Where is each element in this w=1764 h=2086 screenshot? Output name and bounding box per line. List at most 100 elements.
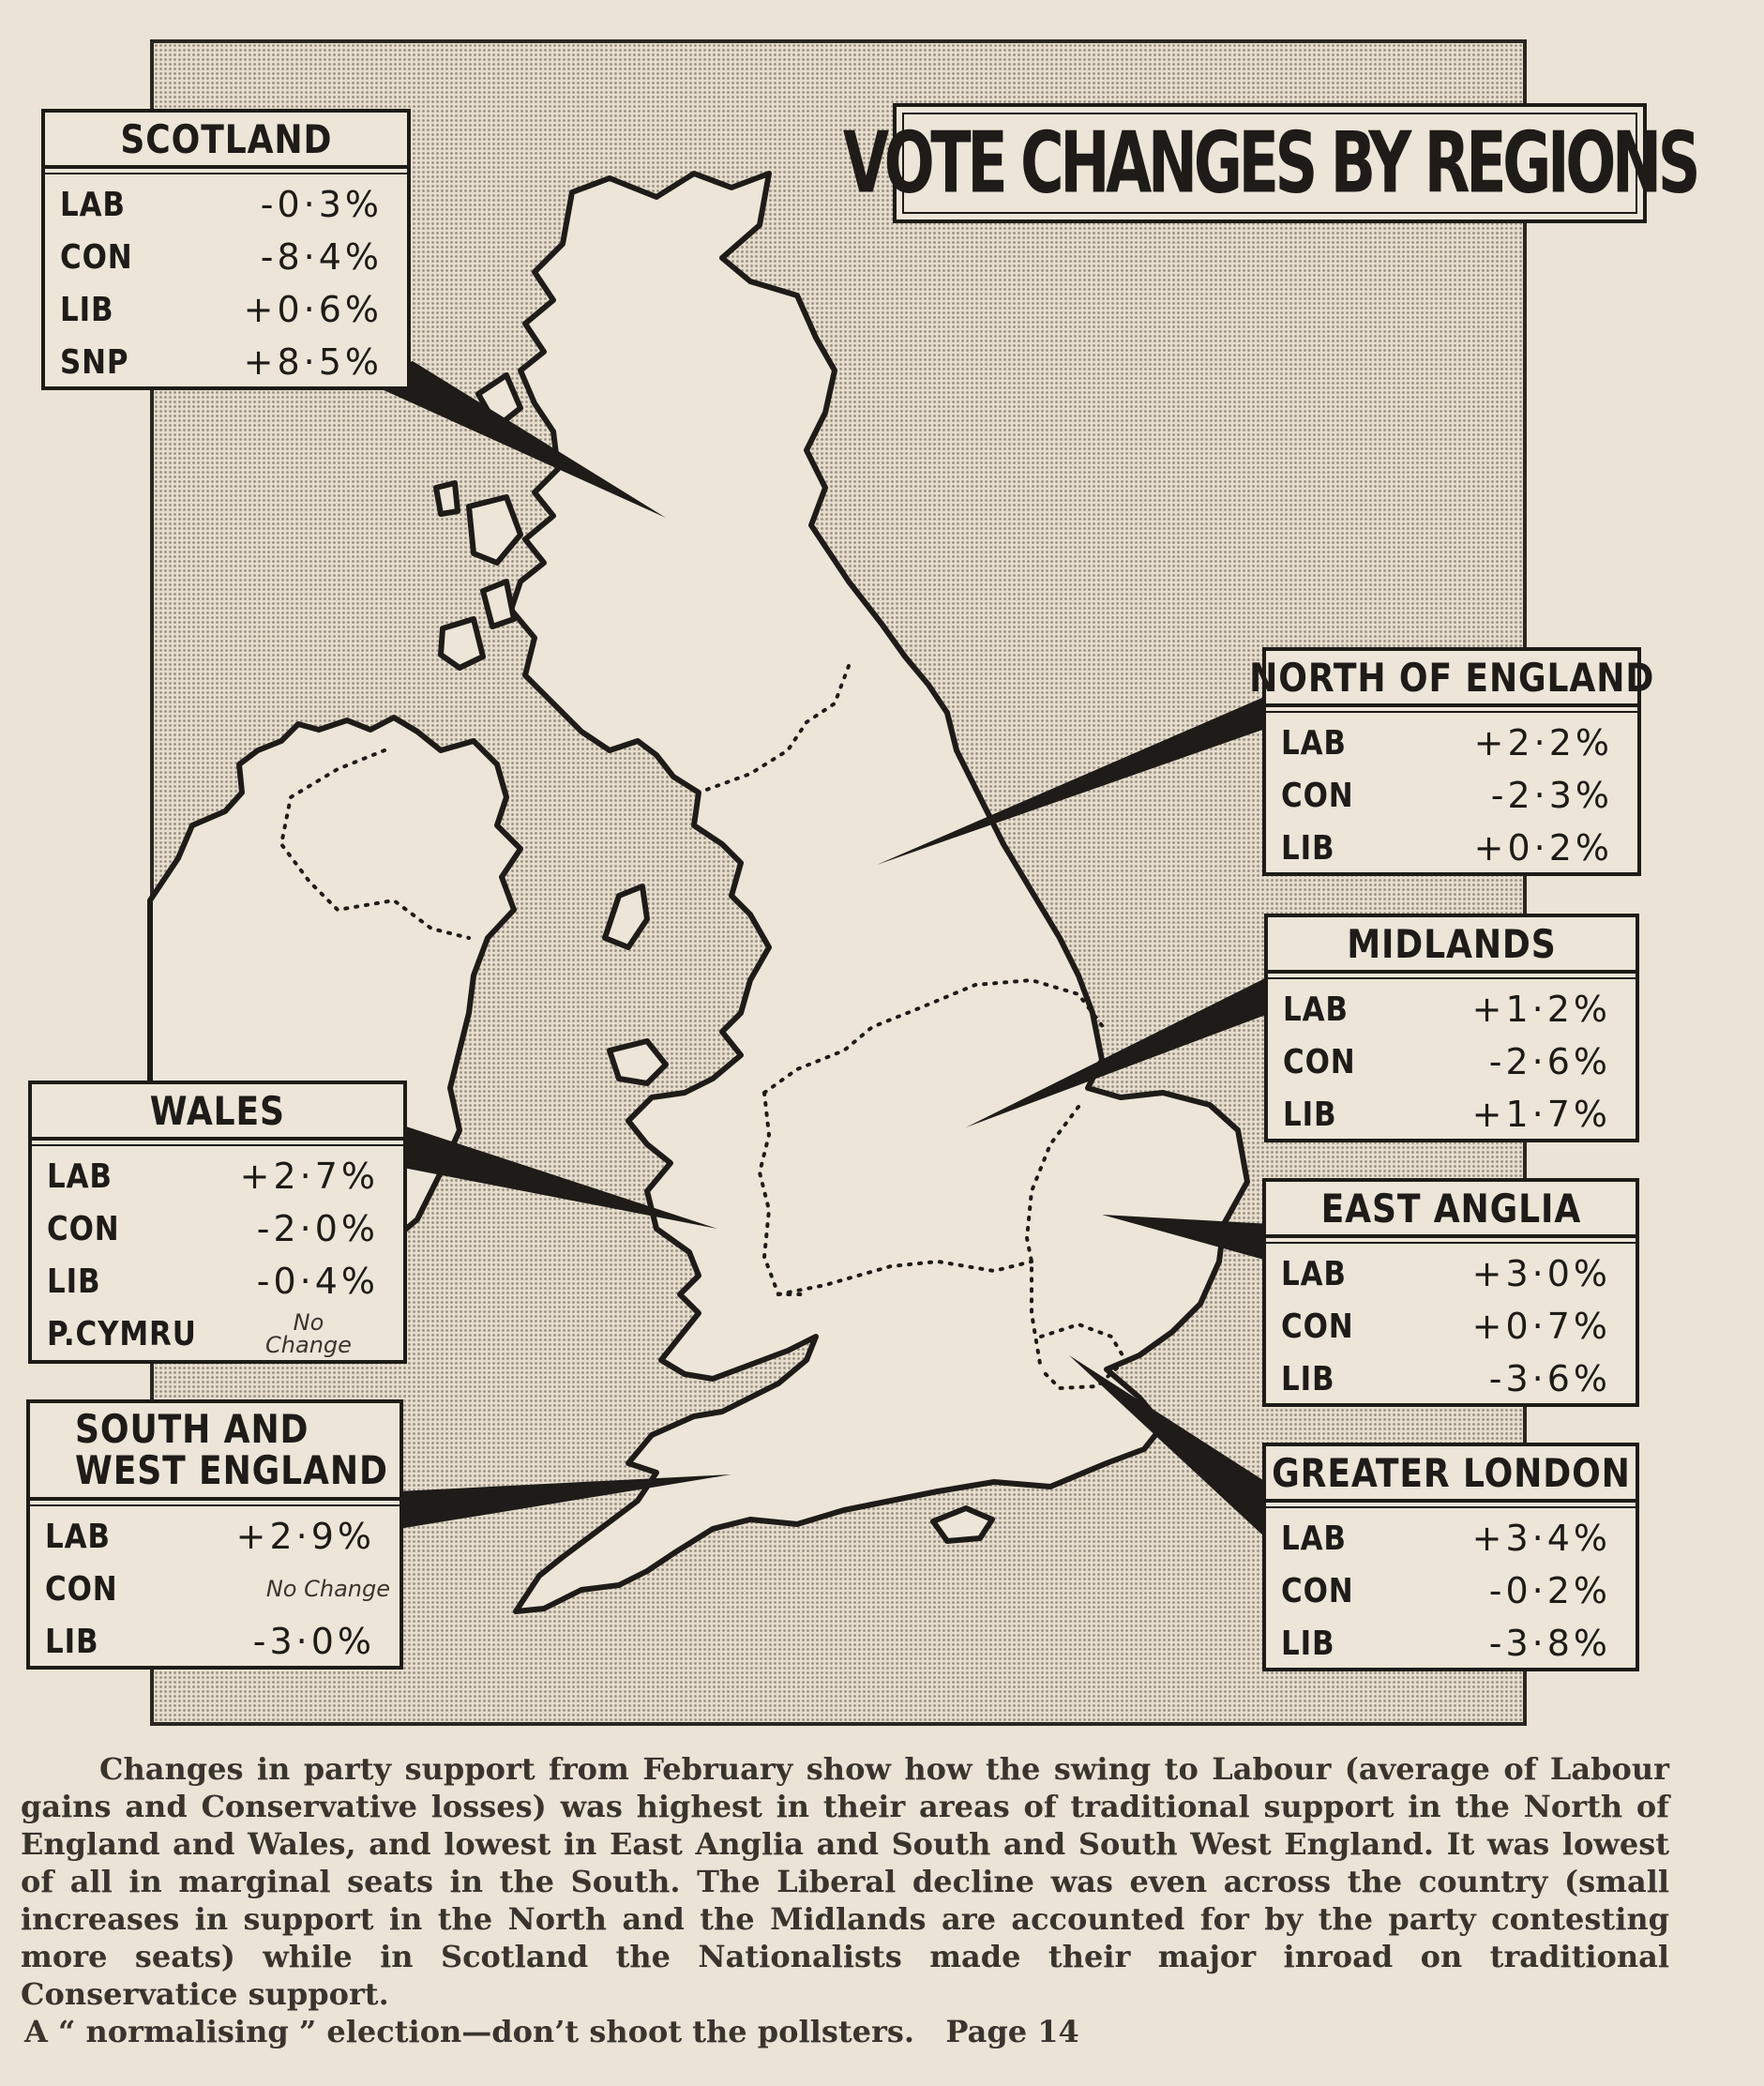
- scotland-england-border: [697, 664, 851, 794]
- north-midlands-border: [762, 977, 1108, 1095]
- row-scotland-lib: LIB +0·6%: [45, 283, 407, 336]
- party-label: LIB: [1283, 1095, 1337, 1134]
- row-midlands-lab: LAB +1·2%: [1268, 983, 1636, 1035]
- row-wales-con: CON -2·0%: [32, 1202, 403, 1255]
- vote-change: +3·0%: [1471, 1253, 1611, 1294]
- map-title: VOTE CHANGES BY REGIONS: [842, 113, 1701, 213]
- row-scotland-snp: SNP +8·5%: [45, 336, 407, 388]
- region-rows-scotland: LAB -0·3% CON -8·4% LIB +0·6% SNP +8·5%: [45, 174, 407, 388]
- row-scotland-lab: LAB -0·3%: [45, 178, 407, 231]
- party-label: CON: [60, 237, 133, 277]
- header-rule: [1268, 974, 1636, 979]
- vote-change: -3·0%: [252, 1621, 375, 1662]
- map-caption: Changes in party support from February s…: [21, 1751, 1669, 2012]
- hebrides-island-1: [438, 616, 486, 671]
- map-title-box: VOTE CHANGES BY REGIONS: [843, 103, 1701, 223]
- row-wales-pcymru: P.CYMRU No Change: [32, 1308, 403, 1360]
- party-label: LAB: [60, 185, 126, 224]
- region-header-north-of-england: NORTH OF ENGLAND: [1249, 651, 1653, 707]
- region-rows-south-west-england: LAB +2·9% CON No Change LIB -3·0%: [30, 1506, 400, 1668]
- region-box-south-west-england: SOUTH AND WEST ENGLAND LAB +2·9% CON No Ch…: [26, 1399, 403, 1670]
- midlands-south-border: [776, 1259, 1033, 1296]
- vote-change: +3·4%: [1471, 1518, 1611, 1559]
- isle-of-wight: [930, 1505, 995, 1544]
- party-label: LIB: [60, 290, 114, 329]
- region-box-north-of-england: NORTH OF ENGLAND LAB +2·2% CON -2·3% LIB +0…: [1249, 647, 1653, 876]
- region-header-wales: WALES: [32, 1084, 403, 1141]
- party-label: LAB: [1283, 990, 1349, 1029]
- vote-change: No Change: [265, 1309, 352, 1358]
- vote-change: +2·9%: [235, 1516, 375, 1557]
- row-east-anglia-con: CON +0·7%: [1266, 1300, 1636, 1353]
- party-label: LAB: [45, 1517, 111, 1556]
- london-border: [1039, 1322, 1128, 1391]
- party-label: LIB: [1281, 828, 1335, 868]
- region-header-greater-london: GREATER LONDON: [1266, 1446, 1636, 1503]
- vote-change: -2·0%: [256, 1208, 379, 1249]
- anglesey: [607, 1038, 669, 1086]
- vote-change: -8·4%: [260, 236, 383, 278]
- party-label: CON: [1283, 1042, 1356, 1081]
- party-label: LIB: [47, 1262, 101, 1301]
- row-london-lib: LIB -3·8%: [1266, 1617, 1636, 1670]
- vote-change: -0·3%: [260, 184, 383, 225]
- row-east-anglia-lab: LAB +3·0%: [1266, 1247, 1636, 1300]
- vote-change: -3·8%: [1488, 1623, 1611, 1664]
- midlands-pointer: [966, 975, 1271, 1127]
- header-rule: [32, 1141, 403, 1146]
- region-box-greater-london: GREATER LONDON LAB +3·4% CON -0·2% LIB -3·8…: [1262, 1443, 1639, 1671]
- vote-change: -0·2%: [1488, 1570, 1611, 1611]
- region-box-scotland: SCOTLAND LAB -0·3% CON -8·4% LIB +0·6% SNP +…: [41, 109, 411, 390]
- scotland-pointer: [361, 361, 666, 518]
- region-box-wales: WALES LAB +2·7% CON -2·0% LIB -0·4% P.CYMRU…: [28, 1081, 407, 1364]
- party-label: SNP: [60, 342, 129, 382]
- party-label: CON: [45, 1569, 118, 1609]
- region-header-south-west-england: SOUTH AND WEST ENGLAND: [30, 1403, 400, 1501]
- row-east-anglia-lib: LIB -3·6%: [1266, 1353, 1636, 1405]
- title-inner-border: [902, 113, 1637, 214]
- party-label: LIB: [1281, 1624, 1335, 1663]
- vote-change: -0·4%: [256, 1261, 379, 1302]
- row-wales-lib: LIB -0·4%: [32, 1255, 403, 1308]
- row-north-lib: LIB +0·2%: [1266, 822, 1637, 874]
- row-north-con: CON -2·3%: [1266, 769, 1637, 822]
- vote-change: -3·6%: [1488, 1358, 1611, 1399]
- region-rows-wales: LAB +2·7% CON -2·0% LIB -0·4% P.CYMRU No Cha…: [32, 1146, 403, 1360]
- hebrides-island-3: [466, 494, 523, 566]
- row-north-lab: LAB +2·2%: [1266, 717, 1637, 769]
- party-label: LAB: [1281, 1254, 1347, 1293]
- header-rule: [1266, 707, 1637, 713]
- hebrides-island-4: [433, 480, 460, 517]
- row-midlands-lib: LIB +1·7%: [1268, 1088, 1636, 1141]
- caption-footer: A “ normalising ” election—don’t shoot t…: [24, 2014, 1079, 2049]
- vote-change: +0·2%: [1473, 827, 1613, 869]
- hebrides-island-2: [480, 579, 517, 629]
- vote-change: +2·2%: [1473, 722, 1613, 763]
- party-label: LAB: [1281, 1519, 1347, 1558]
- region-box-east-anglia: EAST ANGLIA LAB +3·0% CON +0·7% LIB -3·6%: [1262, 1178, 1639, 1407]
- vote-change: +0·6%: [243, 289, 383, 330]
- greater-london-pointer: [1069, 1355, 1266, 1538]
- north-pointer: [877, 694, 1271, 865]
- region-header-midlands: MIDLANDS: [1268, 917, 1636, 974]
- row-london-con: CON -0·2%: [1266, 1564, 1636, 1617]
- vote-change: +8·5%: [243, 341, 383, 383]
- south-west-pointer: [399, 1474, 731, 1529]
- row-london-lab: LAB +3·4%: [1266, 1512, 1636, 1564]
- header-rule: [1266, 1238, 1636, 1244]
- row-scotland-con: CON -8·4%: [45, 231, 407, 283]
- vote-change: -2·6%: [1488, 1041, 1611, 1082]
- row-south-west-con: CON No Change: [30, 1563, 400, 1615]
- region-rows-east-anglia: LAB +3·0% CON +0·7% LIB -3·6%: [1266, 1244, 1636, 1405]
- party-label: LAB: [47, 1156, 113, 1196]
- header-rule: [45, 169, 407, 174]
- party-label: CON: [47, 1209, 120, 1248]
- vote-change: No Change: [265, 1576, 390, 1602]
- header-rule: [30, 1501, 400, 1506]
- region-rows-midlands: LAB +1·2% CON -2·6% LIB +1·7%: [1268, 979, 1636, 1141]
- party-label: LAB: [1281, 723, 1347, 763]
- vote-change: +2·7%: [239, 1156, 379, 1197]
- vote-change: -2·3%: [1490, 775, 1613, 816]
- row-south-west-lib: LIB -3·0%: [30, 1615, 400, 1668]
- isle-of-man: [602, 884, 650, 950]
